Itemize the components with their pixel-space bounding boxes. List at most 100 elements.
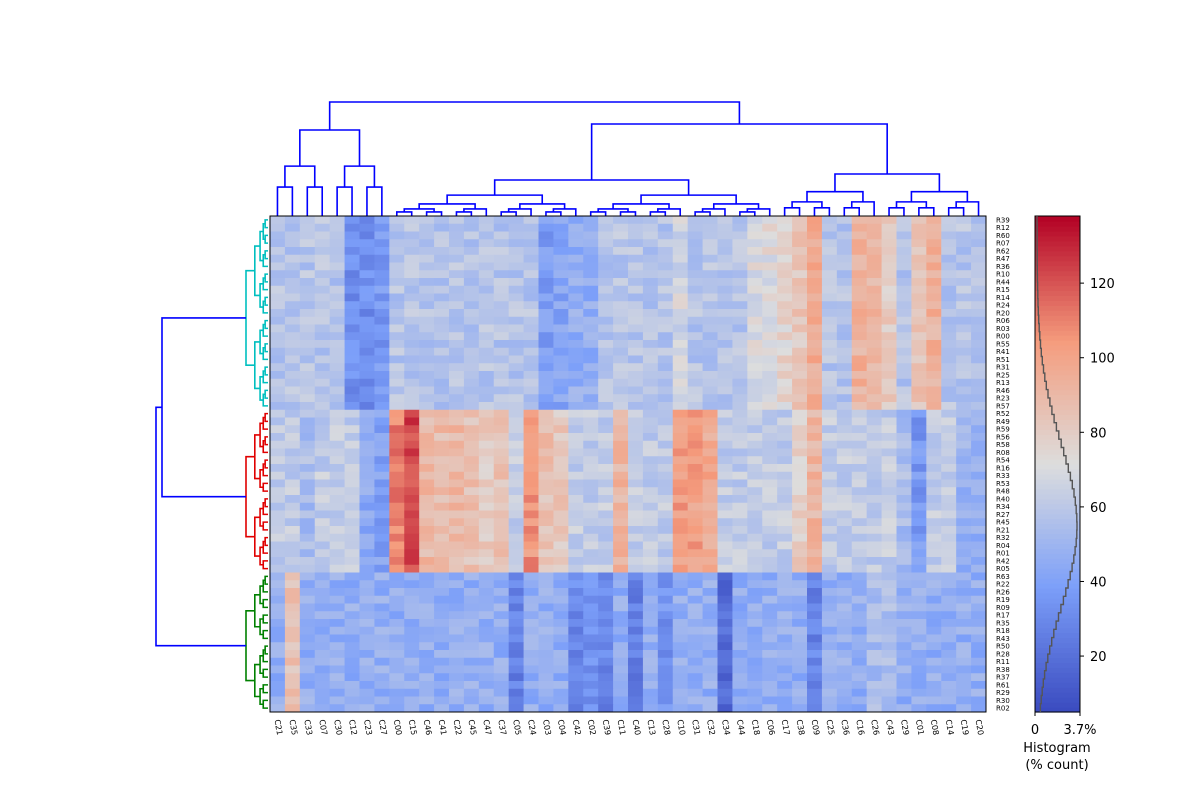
heatmap-cell — [911, 588, 927, 597]
heatmap-cell — [807, 262, 823, 271]
heatmap-cell — [702, 371, 718, 380]
heatmap-cell — [344, 440, 360, 449]
heatmap-cell — [284, 378, 301, 387]
heatmap-cell — [672, 634, 689, 643]
heatmap-cell — [792, 278, 808, 287]
heatmap-cell — [598, 216, 614, 225]
heatmap-cell — [792, 363, 808, 372]
heatmap-cell — [270, 518, 286, 527]
heatmap-cell — [628, 371, 644, 380]
heatmap-cell — [478, 642, 495, 651]
heatmap-cell — [821, 355, 838, 364]
heatmap-cell — [792, 247, 808, 256]
heatmap-cell — [434, 340, 450, 349]
heatmap-cell — [329, 239, 345, 248]
heatmap-cell — [284, 665, 301, 674]
heatmap-cell — [314, 479, 331, 488]
heatmap-cell — [911, 216, 927, 225]
heatmap-cell — [896, 363, 912, 372]
heatmap-cell — [508, 409, 524, 418]
row-label: R01 — [996, 550, 1010, 558]
heatmap-cell — [687, 309, 703, 318]
heatmap-cell — [642, 301, 659, 310]
heatmap-cell — [284, 611, 301, 620]
heatmap-cell — [463, 502, 480, 511]
dendrogram-link — [284, 165, 316, 188]
heatmap-cell — [523, 557, 539, 566]
heatmap-cell — [687, 223, 703, 232]
heatmap-cell — [463, 626, 480, 635]
heatmap-cell — [493, 650, 510, 659]
heatmap-cell — [717, 495, 733, 504]
heatmap-cell — [792, 448, 808, 457]
heatmap-cell — [538, 301, 554, 310]
heatmap-cell — [553, 704, 569, 713]
heatmap-cell — [836, 657, 853, 666]
heatmap-cell — [523, 231, 539, 240]
heatmap-cell — [404, 479, 420, 488]
heatmap-cell — [717, 580, 733, 589]
heatmap-cell — [747, 363, 763, 372]
heatmap-cell — [851, 440, 868, 449]
heatmap-cell — [956, 448, 972, 457]
heatmap-cell — [687, 657, 703, 666]
heatmap-cell — [881, 595, 897, 604]
heatmap-cell — [299, 340, 316, 349]
heatmap-cell — [404, 386, 420, 395]
heatmap-cell — [777, 487, 793, 496]
heatmap-cell — [911, 254, 927, 263]
heatmap-cell — [568, 355, 584, 364]
heatmap-cell — [717, 510, 733, 519]
heatmap-cell — [926, 603, 942, 612]
heatmap-cell — [971, 673, 987, 682]
heatmap-cell — [314, 332, 331, 341]
heatmap-cell — [419, 673, 435, 682]
heatmap-cell — [642, 247, 659, 256]
heatmap-cell — [598, 502, 614, 511]
row-label: R42 — [996, 557, 1010, 565]
heatmap-cell — [956, 665, 972, 674]
heatmap-cell — [702, 409, 718, 418]
heatmap-cell — [657, 347, 674, 356]
heatmap-cell — [523, 619, 539, 628]
heatmap-cell — [792, 371, 808, 380]
heatmap-cell — [792, 223, 808, 232]
heatmap-cell — [881, 626, 897, 635]
heatmap-cell — [598, 564, 614, 573]
heatmap-cell — [583, 557, 599, 566]
heatmap-cell — [717, 665, 733, 674]
heatmap-cell — [866, 572, 882, 581]
heatmap-cell — [299, 425, 316, 434]
heatmap-cell — [821, 557, 838, 566]
heatmap-cell — [941, 332, 957, 341]
heatmap-cell — [389, 464, 405, 473]
column-label: C44 — [735, 719, 747, 736]
heatmap-cell — [329, 270, 345, 279]
heatmap-cell — [419, 495, 435, 504]
heatmap-cell — [478, 665, 495, 674]
heatmap-cell — [836, 417, 853, 426]
heatmap-cell — [732, 363, 748, 372]
heatmap-cell — [881, 324, 897, 333]
heatmap-cell — [598, 541, 614, 550]
heatmap-cell — [270, 611, 286, 620]
heatmap-cell — [613, 642, 629, 651]
heatmap-cell — [299, 557, 316, 566]
heatmap-cell — [717, 626, 733, 635]
heatmap-cell — [732, 603, 748, 612]
heatmap-cell — [836, 650, 853, 659]
heatmap-cell — [270, 464, 286, 473]
heatmap-cell — [747, 278, 763, 287]
heatmap-cell — [926, 696, 942, 705]
heatmap-cell — [911, 456, 927, 465]
heatmap-cell — [762, 262, 778, 271]
heatmap-cell — [881, 541, 897, 550]
heatmap-cell — [374, 433, 390, 442]
heatmap-cell — [538, 316, 554, 325]
heatmap-cell — [374, 448, 390, 457]
heatmap-cell — [628, 262, 644, 271]
heatmap-cell — [553, 223, 569, 232]
heatmap-cell — [836, 580, 853, 589]
row-label: R19 — [996, 596, 1010, 604]
heatmap-cell — [926, 402, 942, 411]
